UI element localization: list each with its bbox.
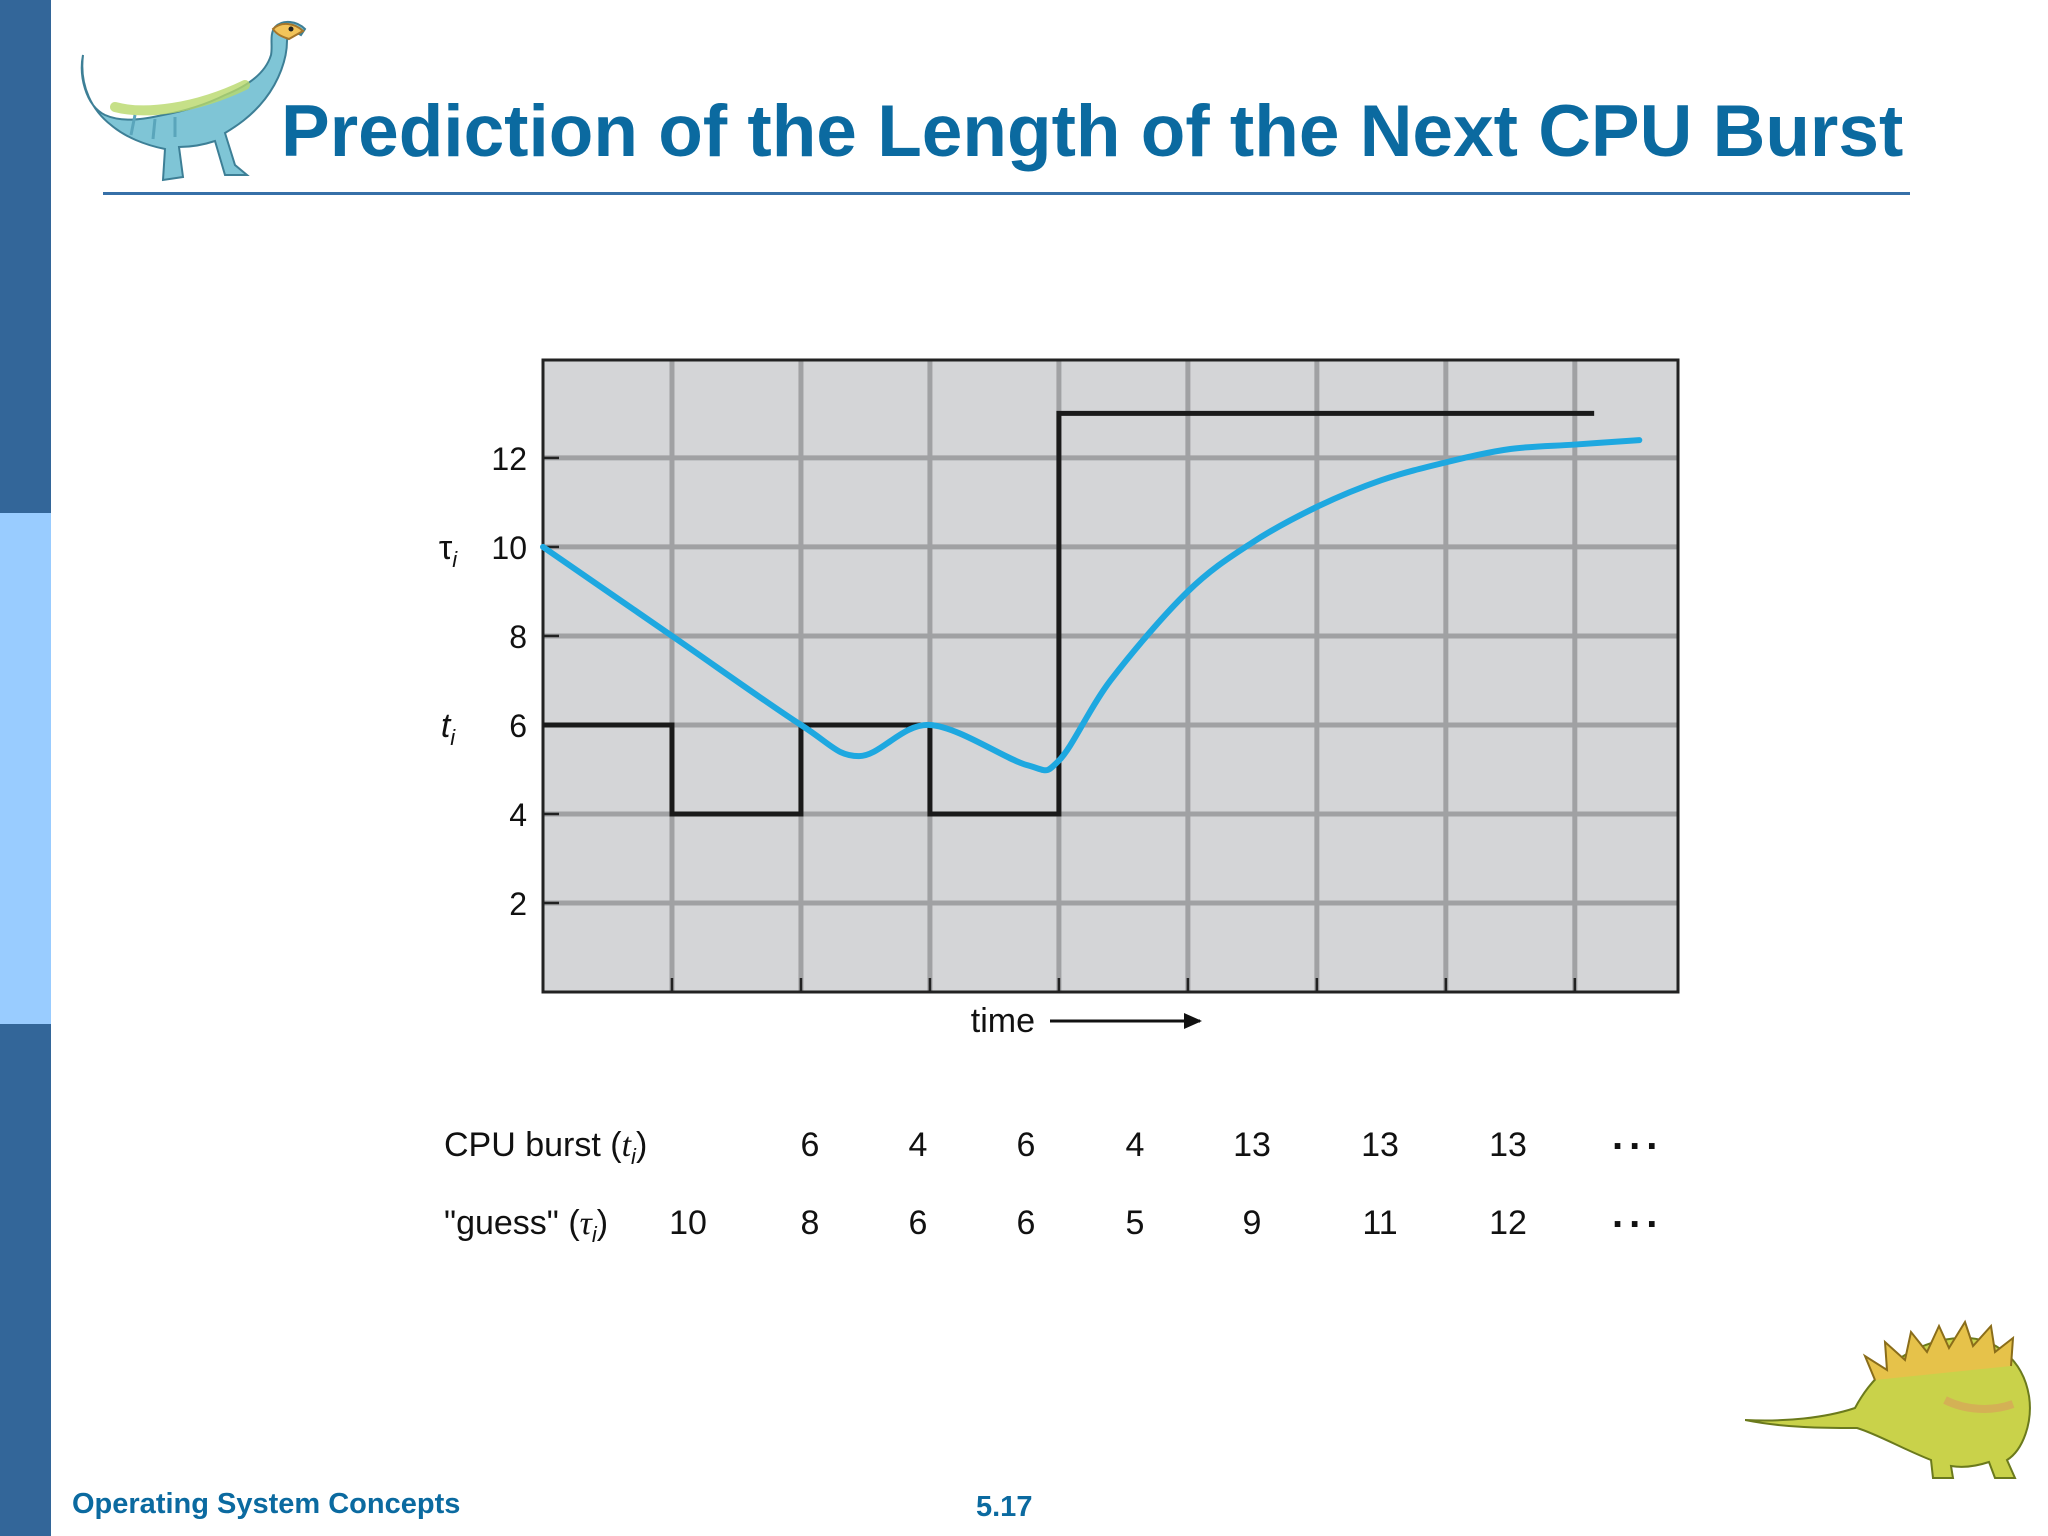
- page-number: 5.17: [976, 1491, 1033, 1523]
- table-cell: 6: [1016, 1204, 1036, 1242]
- plot-frame: [541, 358, 1680, 994]
- table-cell: 9: [1242, 1204, 1262, 1242]
- page-title: Prediction of the Length of the Next CPU…: [281, 91, 1904, 172]
- footer-course-title: Operating System Concepts: [72, 1488, 461, 1520]
- table-cell: 6: [908, 1204, 928, 1242]
- table-cell: 12: [1489, 1204, 1527, 1242]
- stegosaurus-icon: [1745, 1319, 2031, 1479]
- table-cell: 5: [1125, 1204, 1145, 1242]
- series-guess-curve: [540, 437, 1643, 774]
- title-divider: [103, 192, 1910, 195]
- table-cell: 10: [669, 1204, 707, 1242]
- series-cpu-burst-line: [543, 410, 1595, 817]
- table-cell: 13: [1233, 1126, 1271, 1164]
- table-ellipsis: ...: [1612, 1192, 1664, 1236]
- y-tick-label: 10: [491, 530, 527, 566]
- y-tick-label: 8: [509, 619, 527, 655]
- table-cell: 6: [1016, 1126, 1036, 1164]
- table-cell: 13: [1489, 1126, 1527, 1164]
- burst-prediction-chart: 2 4 6 8 10 12 τi ti time: [439, 358, 1680, 1040]
- table-cell: 6: [800, 1126, 820, 1164]
- sidebar-band-bottom: [0, 1024, 51, 1536]
- slide-sidebar: [0, 0, 51, 1536]
- y-marker-label: ti: [441, 707, 456, 750]
- table-cell: 4: [1125, 1126, 1145, 1164]
- y-tick-label: 6: [509, 708, 527, 744]
- time-arrow-head: [1184, 1013, 1202, 1029]
- row-label-cpu-burst: CPU burst (ti): [444, 1126, 648, 1169]
- sidebar-band-top: [0, 0, 51, 513]
- table-ellipsis: ...: [1612, 1114, 1664, 1158]
- sidebar-band-middle: [0, 513, 51, 1024]
- row-label-guess: "guess" (τi): [444, 1204, 609, 1247]
- table-cell: 11: [1362, 1204, 1398, 1242]
- dinosaur-icon: [80, 21, 307, 182]
- y-tick-label: 12: [491, 441, 527, 477]
- x-axis-label: time: [971, 1002, 1035, 1040]
- y-tick-label: 2: [509, 886, 527, 922]
- y-tick-label: 4: [509, 797, 527, 833]
- y-marker-label: τi: [439, 529, 458, 572]
- table-cell: 4: [908, 1126, 928, 1164]
- table-cell: 13: [1361, 1126, 1399, 1164]
- table-cell: 8: [800, 1204, 820, 1242]
